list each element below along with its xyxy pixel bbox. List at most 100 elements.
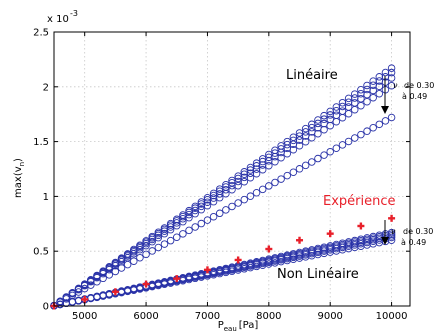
data-point xyxy=(375,89,384,98)
data-point xyxy=(308,158,316,166)
data-point xyxy=(289,145,298,154)
data-point xyxy=(240,195,249,204)
data-point xyxy=(142,241,150,250)
data-point xyxy=(289,136,298,145)
nu-range-top-a: de 0.30 xyxy=(404,81,434,90)
data-point xyxy=(344,137,353,146)
data-point xyxy=(369,93,377,102)
data-point xyxy=(148,237,156,246)
data-point xyxy=(344,103,353,111)
data-point xyxy=(332,144,341,153)
x-label-sub: eau xyxy=(224,325,237,333)
data-point xyxy=(277,153,285,162)
data-point xyxy=(301,128,310,136)
x-tick-label: 5000 xyxy=(72,311,97,322)
data-point xyxy=(111,267,120,276)
data-point xyxy=(148,247,156,255)
data-point xyxy=(173,221,181,230)
data-point xyxy=(166,225,175,234)
data-point xyxy=(80,284,89,293)
data-point xyxy=(338,141,347,149)
data-point xyxy=(234,181,242,190)
x-label-unit: [Pa] xyxy=(239,320,259,331)
data-point xyxy=(344,109,353,118)
data-point xyxy=(179,230,187,238)
data-point xyxy=(387,81,396,90)
data-point xyxy=(185,226,193,235)
data-point xyxy=(381,68,390,77)
y-tick-label: 0 xyxy=(43,302,49,313)
data-point xyxy=(387,64,396,72)
data-point xyxy=(265,161,273,170)
data-point xyxy=(381,117,390,125)
x-tick-label: 8000 xyxy=(256,311,281,322)
data-point xyxy=(357,94,365,103)
data-point xyxy=(160,229,169,238)
data-point xyxy=(209,212,218,221)
series xyxy=(50,81,396,310)
nonlinear-series xyxy=(50,228,396,310)
data-point xyxy=(375,73,384,81)
x-tick-label: 7000 xyxy=(195,311,220,322)
data-point xyxy=(363,81,371,90)
data-point xyxy=(363,90,371,99)
data-point xyxy=(234,177,242,186)
data-point xyxy=(123,260,132,269)
data-point xyxy=(222,186,230,194)
data-point xyxy=(136,245,144,254)
data-point xyxy=(74,288,83,296)
x-label-main: P xyxy=(218,320,224,331)
data-point xyxy=(320,125,328,134)
data-point xyxy=(258,165,267,174)
y-multiplier: x 10 xyxy=(47,14,69,25)
data-point xyxy=(332,111,341,120)
x-tick-label: 9000 xyxy=(317,311,342,322)
y-label-close: ) xyxy=(13,158,24,162)
data-point xyxy=(351,105,359,114)
data-point xyxy=(228,185,236,194)
y-tick-label: 2 xyxy=(43,82,49,93)
data-point xyxy=(160,240,169,248)
data-point xyxy=(99,274,107,283)
data-point xyxy=(142,250,150,259)
data-point xyxy=(136,254,144,262)
data-point xyxy=(308,133,316,142)
data-point xyxy=(197,205,206,214)
data-point xyxy=(222,189,230,198)
data-point xyxy=(130,257,138,265)
arrow-bottom-head xyxy=(381,237,389,245)
data-point xyxy=(344,94,353,103)
data-point xyxy=(363,127,371,135)
axis-ticks: 5000 6000 7000 8000 9000 10000 0 0.5 1 1.5 2 2.5 xyxy=(33,28,410,322)
nu-range-bottom-b: à 0.49 xyxy=(401,238,426,247)
data-point xyxy=(375,82,384,91)
data-point xyxy=(338,113,347,122)
data-point xyxy=(308,123,316,132)
data-point xyxy=(209,197,218,206)
linear-series xyxy=(50,64,396,310)
data-point xyxy=(277,175,285,183)
data-point xyxy=(271,157,279,166)
y-tick-label: 1 xyxy=(43,192,49,203)
data-point xyxy=(166,236,175,245)
data-point xyxy=(203,216,212,224)
data-point xyxy=(215,193,224,202)
data-point xyxy=(154,233,163,242)
data-point xyxy=(234,199,242,207)
data-point xyxy=(228,202,236,211)
y-multiplier-exponent: -3 xyxy=(70,9,78,18)
data-point xyxy=(387,236,396,244)
data-point xyxy=(185,213,193,222)
nu-range-bottom-a: de 0.30 xyxy=(403,227,433,236)
data-point xyxy=(326,121,334,130)
y-tick-label: 2.5 xyxy=(33,28,49,39)
data-point xyxy=(173,233,181,241)
data-point xyxy=(320,119,328,128)
data-point xyxy=(240,173,249,182)
data-point xyxy=(87,277,95,286)
nu-symbol-top: ν xyxy=(393,81,398,90)
data-point xyxy=(338,107,347,115)
data-point xyxy=(295,132,304,140)
plot-frame xyxy=(53,31,411,307)
data-point xyxy=(154,243,163,252)
